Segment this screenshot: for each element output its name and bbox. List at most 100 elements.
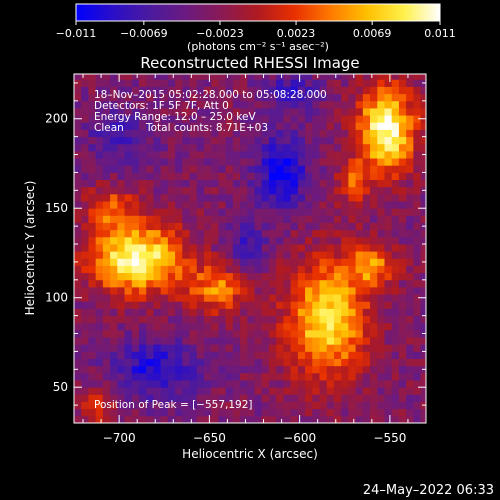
annotation-total-counts: Total counts: 8.71E+03 <box>145 122 268 134</box>
heatmap-cell <box>261 122 270 130</box>
heatmap-cell <box>370 179 378 188</box>
heatmap-cell <box>81 394 89 402</box>
heatmap-cell <box>333 136 342 145</box>
heatmap-cell <box>290 179 299 188</box>
heatmap-cell <box>189 93 198 102</box>
heatmap-cell <box>391 229 400 238</box>
heatmap-cell <box>276 93 284 102</box>
heatmap-cell <box>305 279 313 288</box>
heatmap-cell <box>138 272 147 281</box>
heatmap-cell <box>312 222 320 231</box>
heatmap-cell <box>110 308 118 317</box>
heatmap-cell <box>370 365 378 374</box>
heatmap-cell <box>333 165 342 173</box>
heatmap-cell <box>420 380 426 388</box>
heatmap-cell <box>131 308 140 317</box>
heatmap-cell <box>160 272 169 281</box>
heatmap-cell <box>196 308 205 317</box>
heatmap-cell <box>355 74 364 80</box>
heatmap-cell <box>297 322 306 331</box>
heatmap-cell <box>261 272 270 281</box>
heatmap-cell <box>377 150 385 159</box>
heatmap-cell <box>370 408 378 417</box>
heatmap-cell <box>420 358 426 367</box>
heatmap-cell <box>377 208 385 216</box>
heatmap-cell <box>175 244 183 252</box>
heatmap-cell <box>326 136 335 145</box>
heatmap-cell <box>211 365 219 374</box>
heatmap-cell <box>88 394 97 402</box>
colorbar-tick-label: −0.0069 <box>120 27 168 40</box>
heatmap-cell <box>341 286 349 295</box>
heatmap-cell <box>305 208 313 216</box>
heatmap-cell <box>131 93 140 102</box>
heatmap-cell <box>406 394 414 402</box>
heatmap-cell <box>261 100 270 109</box>
heatmap-cell <box>348 322 356 331</box>
heatmap-cell <box>88 408 97 417</box>
heatmap-cell <box>283 108 292 116</box>
heatmap-cell <box>102 129 111 138</box>
heatmap-cell <box>95 115 104 123</box>
heatmap-cell <box>370 272 378 281</box>
heatmap-cell <box>182 308 190 317</box>
heatmap-cell <box>218 208 227 216</box>
heatmap-cell <box>218 143 227 152</box>
heatmap-cell <box>305 315 313 324</box>
heatmap-cell <box>362 150 371 159</box>
heatmap-cell <box>225 258 234 266</box>
heatmap-cell <box>398 122 407 130</box>
heatmap-cell <box>370 108 378 116</box>
heatmap-cell <box>348 186 356 195</box>
heatmap-cell <box>420 136 426 145</box>
heatmap-cell <box>377 279 385 288</box>
heatmap-cell <box>146 380 154 388</box>
heatmap-cell <box>160 165 169 173</box>
heatmap-cell <box>341 251 349 259</box>
heatmap-cell <box>319 286 328 295</box>
heatmap-cell <box>290 158 299 166</box>
heatmap-cell <box>218 415 227 423</box>
heatmap-cell <box>196 380 205 388</box>
heatmap-cell <box>290 279 299 288</box>
heatmap-cell <box>362 258 371 266</box>
heatmap-cell <box>74 229 82 238</box>
heatmap-cell <box>102 186 111 195</box>
heatmap-cell <box>406 415 414 423</box>
heatmap-cell <box>326 222 335 231</box>
heatmap-cell <box>391 79 400 87</box>
heatmap-cell <box>268 236 277 245</box>
heatmap-cell <box>319 358 328 367</box>
heatmap-cell <box>189 315 198 324</box>
heatmap-cell <box>297 129 306 138</box>
heatmap-cell <box>196 222 205 231</box>
heatmap-cell <box>211 401 219 410</box>
heatmap-cell <box>218 315 227 324</box>
heatmap-cell <box>88 201 97 209</box>
heatmap-cell <box>290 201 299 209</box>
heatmap-cell <box>175 86 183 95</box>
heatmap-cell <box>297 186 306 195</box>
heatmap-cell <box>254 136 263 145</box>
heatmap-cell <box>413 229 421 238</box>
heatmap-cell <box>384 74 393 80</box>
heatmap-cell <box>218 229 227 238</box>
heatmap-cell <box>146 193 154 202</box>
heatmap-cell <box>74 415 82 423</box>
heatmap-cell <box>146 408 154 417</box>
heatmap-cell <box>225 165 234 173</box>
heatmap-cell <box>413 408 421 417</box>
heatmap-cell <box>196 86 205 95</box>
heatmap-cell <box>362 208 371 216</box>
heatmap-cell <box>138 150 147 159</box>
heatmap-cell <box>124 236 133 245</box>
heatmap-cell <box>384 308 393 317</box>
heatmap-cell <box>370 193 378 202</box>
heatmap-cell <box>276 79 284 87</box>
heatmap-cell <box>268 301 277 309</box>
heatmap-cell <box>211 172 219 180</box>
heatmap-cell <box>305 74 313 80</box>
heatmap-cell <box>268 337 277 345</box>
heatmap-cell <box>160 344 169 352</box>
heatmap-cell <box>406 229 414 238</box>
